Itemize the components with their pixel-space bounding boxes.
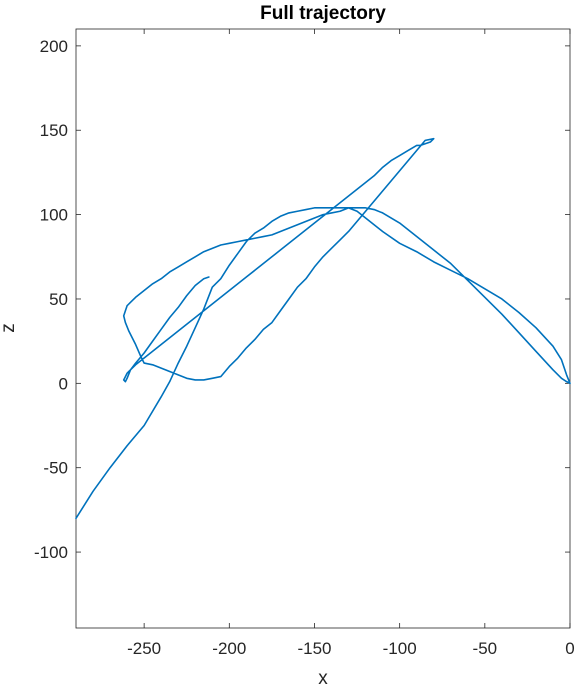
y-tick-label: -100 [34, 543, 68, 562]
chart-title: Full trajectory [260, 3, 386, 24]
plot-area [75, 28, 571, 629]
y-tick-label: 100 [40, 206, 68, 225]
x-tick-label: -150 [297, 639, 331, 658]
x-tick-label: -250 [127, 639, 161, 658]
tick-labels: -250 -200 -150 -100 -50 0 -100 -50 0 50 100 150 200 [34, 37, 575, 658]
x-axis-label: x [318, 668, 328, 687]
y-tick-label: 150 [40, 121, 68, 140]
y-tick-label: 0 [59, 374, 68, 393]
y-tick-label: 200 [40, 37, 68, 56]
x-tick-label: -200 [212, 639, 246, 658]
x-tick-label: 0 [565, 639, 574, 658]
axis-ticks [76, 29, 571, 628]
trajectory-line [75, 137, 571, 520]
y-tick-label: 50 [49, 290, 68, 309]
y-axis-label: z [0, 323, 19, 333]
x-tick-label: -100 [383, 639, 417, 658]
series-layer [75, 137, 571, 520]
y-tick-label: -50 [43, 459, 68, 478]
x-tick-label: -50 [473, 639, 498, 658]
